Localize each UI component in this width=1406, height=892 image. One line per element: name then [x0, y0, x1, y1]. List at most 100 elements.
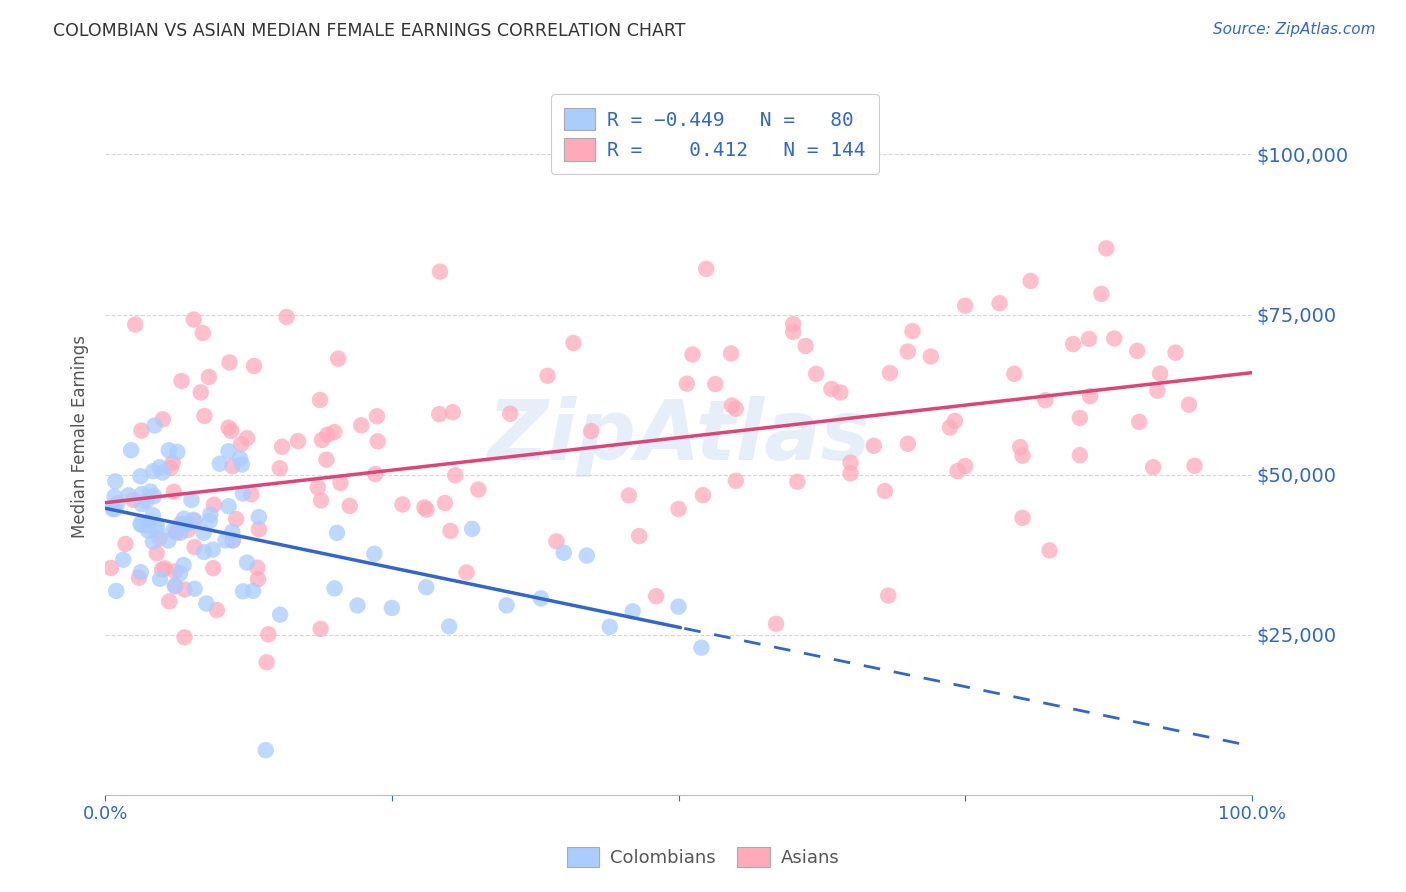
Point [173, 582, 195, 597]
Point [668, 502, 690, 516]
Point [163, 579, 186, 593]
Point [645, 589, 668, 603]
Point [287, 434, 309, 449]
Point [862, 439, 884, 453]
Point [246, 560, 269, 574]
Point [873, 484, 896, 499]
Point [628, 529, 651, 543]
Point [152, 466, 174, 480]
Point [953, 299, 976, 313]
Point [456, 566, 478, 580]
Point [193, 525, 215, 540]
Point [247, 510, 270, 524]
Point [326, 525, 349, 540]
Point [720, 346, 742, 360]
Point [129, 516, 152, 531]
Point [363, 547, 385, 561]
Point [201, 542, 224, 557]
Point [413, 500, 436, 515]
Point [166, 445, 188, 459]
Point [183, 582, 205, 596]
Point [1149, 367, 1171, 381]
Point [1146, 384, 1168, 398]
Point [131, 424, 153, 438]
Point [269, 607, 291, 622]
Point [617, 488, 640, 502]
Point [162, 456, 184, 470]
Point [157, 594, 180, 608]
Point [202, 498, 225, 512]
Point [135, 494, 157, 508]
Point [105, 583, 128, 598]
Point [920, 350, 942, 364]
Point [316, 427, 339, 442]
Point [553, 546, 575, 560]
Point [724, 474, 747, 488]
Point [136, 524, 159, 538]
Point [193, 409, 215, 423]
Point [1010, 440, 1032, 454]
Legend: Colombians, Asians: Colombians, Asians [560, 839, 846, 874]
Point [328, 351, 350, 366]
Point [153, 561, 176, 575]
Point [364, 467, 387, 482]
Point [415, 580, 437, 594]
Point [782, 325, 804, 339]
Point [191, 326, 214, 340]
Point [131, 487, 153, 501]
Point [575, 549, 598, 563]
Point [150, 563, 173, 577]
Point [124, 318, 146, 332]
Point [367, 434, 389, 449]
Point [173, 630, 195, 644]
Point [1069, 410, 1091, 425]
Point [129, 517, 152, 532]
Point [193, 545, 215, 559]
Point [499, 407, 522, 421]
Point [146, 524, 169, 538]
Point [271, 440, 294, 454]
Point [222, 533, 245, 548]
Point [229, 451, 252, 466]
Point [236, 431, 259, 445]
Text: COLOMBIAN VS ASIAN MEDIAN FEMALE EARNINGS CORRELATION CHART: COLOMBIAN VS ASIAN MEDIAN FEMALE EARNING… [53, 22, 686, 40]
Text: ZipAtlas: ZipAtlas [486, 396, 870, 476]
Point [142, 508, 165, 523]
Point [309, 493, 332, 508]
Point [136, 519, 159, 533]
Point [381, 601, 404, 615]
Point [221, 533, 243, 548]
Point [1038, 543, 1060, 558]
Point [444, 468, 467, 483]
Point [208, 457, 231, 471]
Point [257, 627, 280, 641]
Point [721, 399, 744, 413]
Point [176, 523, 198, 537]
Point [329, 475, 352, 490]
Point [232, 486, 254, 500]
Point [877, 589, 900, 603]
Point [149, 460, 172, 475]
Point [1011, 511, 1033, 525]
Point [221, 524, 243, 539]
Point [391, 498, 413, 512]
Point [988, 296, 1011, 310]
Point [804, 367, 827, 381]
Point [198, 514, 221, 528]
Point [427, 407, 450, 421]
Point [174, 517, 197, 532]
Legend: R = −0.449   N =   80, R =    0.412   N = 144: R = −0.449 N = 80, R = 0.412 N = 144 [551, 95, 879, 174]
Point [117, 488, 139, 502]
Point [579, 424, 602, 438]
Point [704, 377, 727, 392]
Point [820, 382, 842, 396]
Point [1062, 337, 1084, 351]
Point [1011, 449, 1033, 463]
Point [839, 456, 862, 470]
Point [142, 534, 165, 549]
Point [530, 591, 553, 606]
Point [231, 458, 253, 472]
Point [163, 484, 186, 499]
Point [897, 437, 920, 451]
Point [441, 405, 464, 419]
